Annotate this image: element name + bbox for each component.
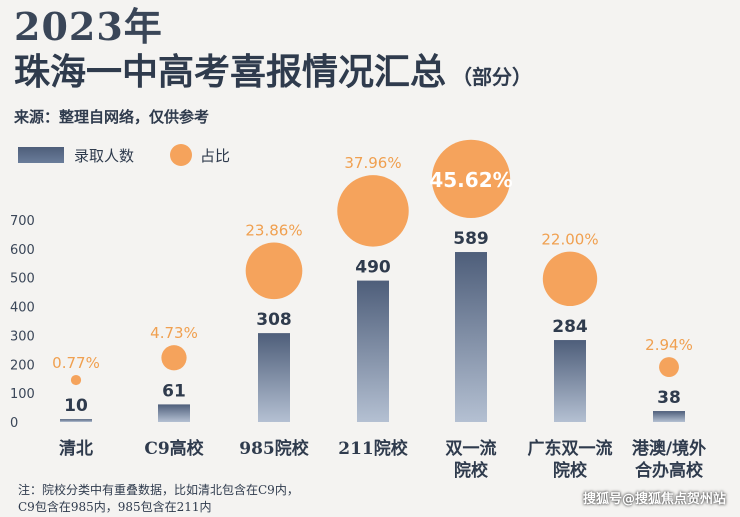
- percent-dot: [337, 175, 409, 247]
- percent-dot: [431, 139, 511, 219]
- x-tick-label: 211院校: [338, 439, 408, 459]
- bar: [653, 411, 685, 422]
- percent-label: 2.94%: [645, 336, 693, 354]
- y-tick-label: 500: [10, 272, 35, 287]
- title-suffix: （部分）: [452, 65, 533, 89]
- percent-label: 0.77%: [52, 354, 100, 372]
- bar: [455, 252, 487, 422]
- percent-dot: [542, 251, 598, 307]
- title-year: 2023年: [14, 4, 163, 49]
- percent-dot: [70, 374, 82, 386]
- x-tick-label: 双一流 院校: [445, 439, 497, 481]
- watermark: 搜狐号@搜狐焦点贺州站: [582, 492, 726, 507]
- legend-dot-swatch: [170, 144, 193, 166]
- source-note: 来源：整理自网络，仅供参考: [14, 108, 210, 126]
- x-tick-label: C9高校: [144, 439, 204, 459]
- y-tick-label: 200: [10, 358, 35, 373]
- percent-dot: [245, 242, 303, 300]
- page-title: 珠海一中高考喜报情况汇总 （部分）: [14, 50, 532, 99]
- percent-dot: [161, 345, 187, 371]
- bar: [158, 404, 190, 422]
- bar-value-label: 61: [162, 381, 186, 401]
- percent-label: 23.86%: [245, 221, 302, 239]
- bar-value-label: 38: [657, 388, 681, 408]
- percent-label: 22.00%: [541, 231, 598, 249]
- x-tick-label: 985院校: [239, 439, 309, 459]
- bar: [60, 419, 92, 422]
- bar-value-label: 308: [256, 310, 292, 330]
- legend-dot-label: 占比: [200, 146, 231, 165]
- bar: [554, 340, 586, 422]
- legend-bar-label: 录取人数: [74, 146, 135, 165]
- bar-value-label: 589: [453, 229, 489, 249]
- legend-bar-swatch: [18, 147, 64, 163]
- y-tick-label: 100: [10, 387, 35, 402]
- x-tick-label: 广东双一流 院校: [527, 439, 613, 481]
- percent-label: 4.73%: [150, 324, 198, 342]
- y-tick-label: 300: [10, 329, 35, 344]
- footnote: 注：院校分类中有重叠数据，比如清北包含在C9内， C9包含在985内，985包含…: [18, 482, 299, 516]
- bar-value-label: 490: [355, 258, 391, 278]
- footnote-line-2: C9包含在985内，985包含在211内: [18, 500, 212, 514]
- percent-label: 37.96%: [344, 154, 401, 172]
- y-tick-label: 700: [10, 214, 35, 229]
- title-text: 珠海一中高考喜报情况汇总: [14, 51, 447, 93]
- y-tick-label: 400: [10, 301, 35, 316]
- header: 2023年 珠海一中高考喜报情况汇总 （部分）: [14, 4, 532, 99]
- percent-dot: [659, 357, 679, 378]
- bar: [258, 333, 290, 422]
- y-tick-label: 0: [10, 416, 18, 431]
- y-tick-label: 600: [10, 243, 35, 258]
- bar-value-label: 284: [552, 317, 588, 337]
- bar-value-label: 10: [64, 396, 88, 416]
- percent-label: 45.62%: [429, 168, 512, 192]
- x-tick-label: 港澳/境外 合办高校: [631, 439, 707, 481]
- bar: [357, 280, 389, 422]
- footnote-line-1: 注：院校分类中有重叠数据，比如清北包含在C9内，: [18, 483, 299, 497]
- legend: 录取人数 占比: [18, 144, 230, 166]
- x-tick-label: 清北: [59, 439, 93, 459]
